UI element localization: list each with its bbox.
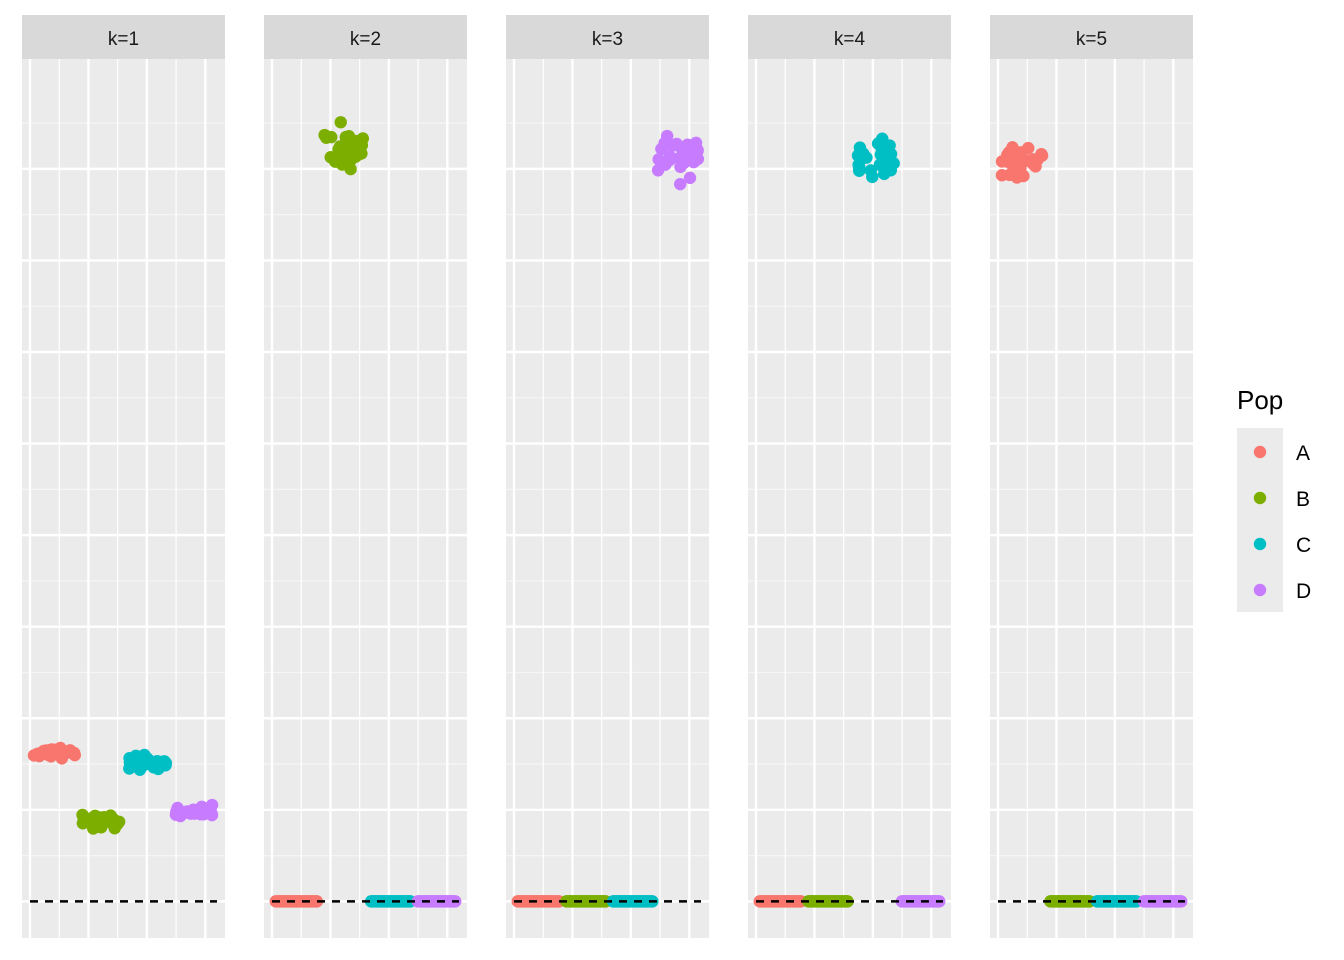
legend-label-D: D xyxy=(1296,580,1311,603)
legend-label-C: C xyxy=(1296,534,1311,557)
data-point-D xyxy=(658,136,671,150)
facet-panels: k=1 k=2 k=3 k=4 k=5 xyxy=(22,15,1193,938)
legend-key-C xyxy=(1253,537,1267,551)
data-point-A xyxy=(1016,155,1029,168)
facet-strip-label: k=2 xyxy=(350,29,381,50)
facet-panel: k=5 xyxy=(990,15,1193,938)
data-point-D xyxy=(652,153,665,166)
data-point-A xyxy=(1002,146,1016,159)
facet-panel: k=3 xyxy=(506,15,709,938)
legend-key-background xyxy=(1237,428,1283,612)
data-point-A xyxy=(1017,169,1030,183)
facet-strip-label: k=1 xyxy=(108,29,139,50)
panel-background xyxy=(22,59,225,938)
legend-key-A xyxy=(1253,445,1267,459)
data-point-C xyxy=(851,149,865,162)
facet-strip xyxy=(990,15,1193,59)
data-point-C xyxy=(852,160,866,173)
data-point-A xyxy=(55,752,69,765)
facet-strip xyxy=(22,15,225,59)
data-point-C xyxy=(142,754,155,767)
data-point-D xyxy=(688,154,702,168)
data-point-C xyxy=(883,139,896,152)
data-point-B xyxy=(351,140,364,154)
facet-strip xyxy=(264,15,467,59)
facet-strip-label: k=4 xyxy=(834,29,866,50)
data-point-A xyxy=(1035,147,1048,161)
data-point-A xyxy=(1003,168,1016,182)
data-point-A xyxy=(45,743,58,756)
legend-key-B xyxy=(1253,491,1267,505)
data-point-D xyxy=(683,171,697,185)
legend-key-D xyxy=(1253,583,1267,597)
facet-strip xyxy=(506,15,709,59)
data-point-B xyxy=(349,150,363,163)
data-point-B xyxy=(332,143,345,156)
data-point-C xyxy=(123,751,136,765)
data-point-A xyxy=(67,746,81,760)
panel-background xyxy=(748,59,951,938)
data-point-B xyxy=(334,116,347,129)
data-point-A xyxy=(310,895,324,908)
data-point-C xyxy=(158,755,171,768)
data-point-C xyxy=(864,164,877,177)
legend-title: Pop xyxy=(1237,385,1283,415)
facet-strip-label: k=3 xyxy=(592,29,623,50)
facet-panel: k=1 xyxy=(22,15,225,938)
data-point-B xyxy=(339,130,353,144)
data-point-D xyxy=(205,807,218,820)
facet-panel: k=4 xyxy=(748,15,951,938)
data-point-D xyxy=(681,143,694,157)
data-point-D xyxy=(180,805,193,818)
data-point-B xyxy=(335,158,349,171)
data-point-D xyxy=(670,137,683,151)
data-point-D xyxy=(674,177,687,191)
data-point-D xyxy=(674,160,687,174)
panel-background xyxy=(990,59,1193,938)
facet-strip xyxy=(748,15,951,59)
panel-background xyxy=(506,59,709,938)
legend-label-B: B xyxy=(1296,488,1310,511)
data-point-D xyxy=(194,808,207,821)
data-point-B xyxy=(93,814,107,828)
facet-strip-label: k=5 xyxy=(1076,29,1107,50)
data-point-B xyxy=(318,128,331,142)
facet-panel: k=2 xyxy=(264,15,467,938)
data-point-B xyxy=(76,817,90,830)
data-point-B xyxy=(112,815,126,828)
legend-label-A: A xyxy=(1296,442,1310,465)
data-point-C xyxy=(873,158,887,171)
panel-background xyxy=(264,59,467,938)
